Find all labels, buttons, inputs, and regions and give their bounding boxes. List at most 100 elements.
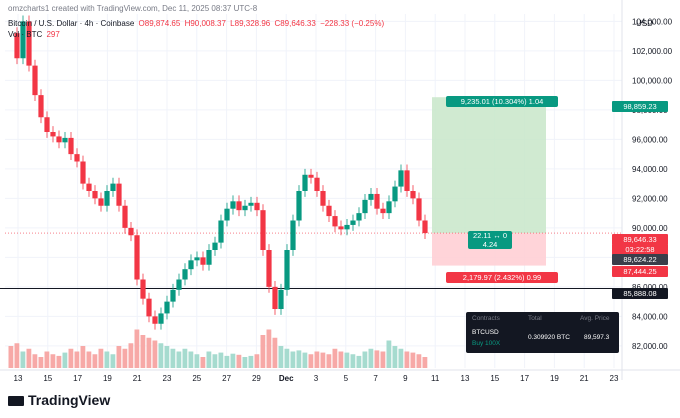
volume-bar xyxy=(110,354,116,368)
volume-bar xyxy=(332,348,338,368)
x-tick-label: 23 xyxy=(610,374,619,383)
candle-body xyxy=(296,191,302,221)
volume-bar xyxy=(326,354,332,368)
volume-bar xyxy=(158,343,164,368)
candle-body xyxy=(68,137,74,155)
x-tick-label: 19 xyxy=(550,374,559,383)
volume-bar xyxy=(56,355,62,368)
x-tick-label: 15 xyxy=(490,374,499,383)
candle-body xyxy=(260,210,266,250)
volume-bar xyxy=(254,354,260,368)
candle-body xyxy=(182,269,188,280)
candle-body xyxy=(194,257,200,261)
volume-value: 297 xyxy=(46,30,60,39)
volume-bar xyxy=(206,351,212,368)
volume-bar xyxy=(170,348,176,368)
candle-body xyxy=(398,170,404,187)
candle-body xyxy=(134,235,140,280)
volume-bar xyxy=(20,351,26,368)
ohlc-legend: Bitcoin / U.S. Dollar · 4h · Coinbase O8… xyxy=(8,19,386,28)
y-tick-label: 104,000.00 xyxy=(632,17,673,26)
volume-bar xyxy=(416,354,422,368)
volume-bar xyxy=(392,346,398,368)
position-panel[interactable]: Contracts Total Avg. Price BTCUSD Buy 10… xyxy=(466,312,619,353)
volume-bar xyxy=(194,354,200,368)
x-tick-label: 15 xyxy=(43,374,52,383)
volume-bar xyxy=(218,352,224,368)
volume-bar xyxy=(308,354,314,368)
x-tick-label: 25 xyxy=(192,374,201,383)
candle-body xyxy=(314,177,320,191)
volume-bar xyxy=(98,348,104,368)
volume-bar xyxy=(50,354,56,368)
candle-body xyxy=(50,132,56,137)
candle-body xyxy=(380,208,386,214)
candle-body xyxy=(290,220,296,250)
candle-body xyxy=(218,220,224,243)
volume-bar xyxy=(230,353,236,368)
volume-bar xyxy=(374,350,380,368)
candle-body xyxy=(302,174,308,191)
volume-bar xyxy=(422,357,428,368)
candle-body xyxy=(80,161,86,184)
candle-body xyxy=(350,220,356,225)
candle-body xyxy=(14,33,20,59)
candle-body xyxy=(284,250,290,290)
close-value: C89,646.33 xyxy=(274,19,316,28)
volume-bar xyxy=(8,346,14,368)
panel-col-total: Total xyxy=(528,315,542,322)
volume-bar xyxy=(284,348,290,368)
y-tick-label: 100,000.00 xyxy=(632,76,673,85)
candle-body xyxy=(146,298,152,317)
x-tick-label: 3 xyxy=(314,374,319,383)
volume-bar xyxy=(152,340,158,368)
candle-body xyxy=(320,191,326,206)
volume-bar xyxy=(80,346,86,368)
volume-bar xyxy=(338,351,344,368)
volume-bar xyxy=(398,348,404,368)
candle-body xyxy=(266,250,272,287)
x-tick-label: 29 xyxy=(252,374,261,383)
stop-label: 2,179.97 (2.432%) 0.99 xyxy=(446,272,558,283)
candle-body xyxy=(116,183,122,206)
change-value: −228.33 (−0.25%) xyxy=(320,19,385,28)
entry-label-line2: 4.24 xyxy=(482,240,498,249)
candle-body xyxy=(200,257,206,265)
panel-col-contracts: Contracts xyxy=(472,315,500,322)
panel-avg: 89,597.3 xyxy=(584,334,610,341)
x-tick-label: 27 xyxy=(222,374,231,383)
volume-bar xyxy=(86,351,92,368)
y-tick-label: 90,000.00 xyxy=(632,224,668,233)
candle-body xyxy=(44,117,50,132)
x-tick-label: 13 xyxy=(461,374,470,383)
candle-body xyxy=(410,191,416,199)
y-tick-label: 92,000.00 xyxy=(632,194,668,203)
x-tick-label: 21 xyxy=(133,374,142,383)
candle-body xyxy=(92,191,98,199)
x-tick-label: Dec xyxy=(279,374,294,383)
currency-label: USD xyxy=(636,19,653,28)
x-tick-label: 9 xyxy=(403,374,408,383)
volume-bar xyxy=(314,351,320,368)
y-tick-label: 102,000.00 xyxy=(632,47,673,56)
x-tick-label: 7 xyxy=(373,374,378,383)
candle-body xyxy=(206,250,212,265)
tv-logo-icon xyxy=(8,396,24,407)
candle-body xyxy=(104,191,110,206)
candle-body xyxy=(326,205,332,217)
candle-body xyxy=(242,205,248,211)
candle-body xyxy=(20,21,26,59)
candle-body xyxy=(140,279,146,299)
volume-bar xyxy=(188,351,194,368)
volume-bar xyxy=(68,348,74,368)
candle-body xyxy=(308,174,314,178)
logo-text: TradingView xyxy=(28,392,111,408)
volume-bar xyxy=(74,351,80,368)
volume-bar xyxy=(266,329,272,368)
volume-legend: Vol · BTC 297 xyxy=(8,30,62,39)
candle-body xyxy=(278,289,284,309)
volume-bar xyxy=(236,354,242,368)
candle-body xyxy=(422,220,428,234)
candle-body xyxy=(128,227,134,236)
